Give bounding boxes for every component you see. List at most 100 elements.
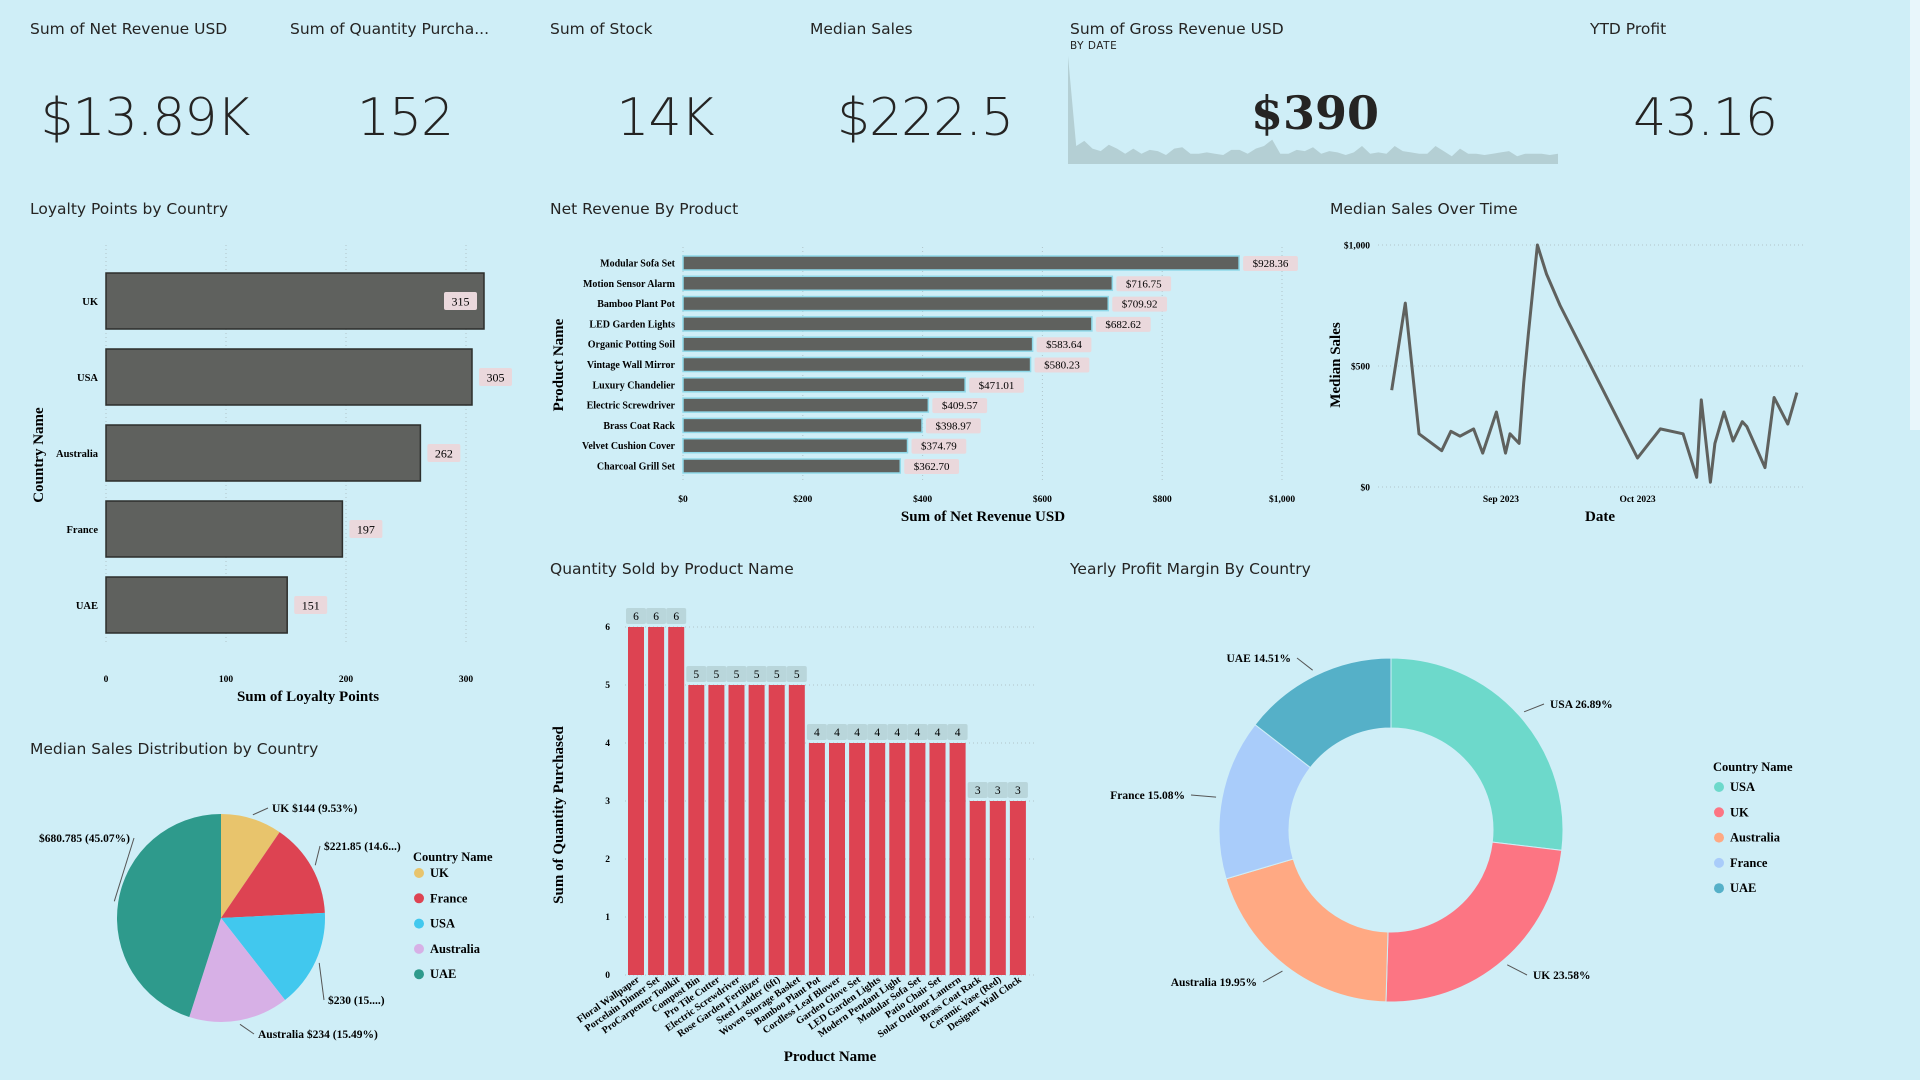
netrev-bar[interactable] [682, 437, 909, 454]
loyalty-bar[interactable] [105, 424, 422, 482]
pie-leader-line [113, 837, 135, 902]
page-scrollbar[interactable] [1910, 0, 1920, 430]
loyalty-label-bg [479, 368, 512, 386]
qty-data-label: 4 [814, 727, 820, 739]
qty-bar[interactable] [788, 685, 805, 975]
qty-bar[interactable] [949, 743, 966, 975]
kpi-median-sales-title: Median Sales [810, 20, 913, 38]
netrev-bar[interactable] [682, 295, 1109, 312]
netrev-category-label: Vintage Wall Mirror [587, 360, 676, 371]
loyalty-bar[interactable] [105, 272, 485, 330]
donut-slice[interactable] [1254, 657, 1392, 769]
pie-legend-label[interactable]: Australia [430, 942, 481, 956]
netrev-bar[interactable] [682, 255, 1240, 271]
qty-bar[interactable] [1009, 801, 1026, 975]
qty-bar[interactable] [989, 801, 1006, 975]
qty-bar[interactable] [748, 685, 765, 975]
qty-data-label: 5 [774, 669, 780, 681]
donut-legend-label[interactable]: UAE [1730, 881, 1756, 895]
pie-legend-label[interactable]: UAE [430, 967, 456, 981]
qty-bar[interactable] [688, 685, 705, 975]
donut-legend-label[interactable]: UK [1730, 805, 1749, 819]
netrev-bar[interactable] [682, 316, 1093, 332]
donut-data-label: UK 23.58% [1533, 970, 1591, 982]
loyalty-label-bg [444, 292, 477, 310]
median-sales-line[interactable] [1390, 243, 1799, 484]
netrev-bar[interactable] [682, 275, 1114, 292]
net-revenue-chart-title: Net Revenue By Product [550, 200, 739, 218]
qty-bar[interactable] [708, 685, 725, 975]
netrev-category-label: Velvet Cushion Cover [582, 441, 676, 452]
median-sales-line-chart: $0 $500 $1,000 Sep 2023 Oct 2023 Date Median S… [1328, 241, 1806, 525]
qty-bar[interactable] [969, 801, 986, 975]
pie-legend-label[interactable]: USA [430, 917, 455, 931]
kpi-stock-title: Sum of Stock [550, 20, 653, 38]
qty-label-bg [887, 724, 908, 740]
pie-legend-marker [414, 893, 424, 904]
netrev-data-label: $471.01 [979, 380, 1015, 392]
qty-data-label: 6 [673, 611, 679, 623]
donut-legend-marker [1714, 832, 1724, 843]
netrev-bar[interactable] [682, 377, 966, 393]
donut-legend-marker [1714, 807, 1724, 818]
donut-data-label: France 15.08% [1110, 790, 1185, 802]
pie-data-label: UK $144 (9.53%) [272, 802, 357, 815]
qty-label-bg [1007, 782, 1028, 798]
loyalty-bar[interactable] [105, 500, 344, 558]
qty-bar[interactable] [929, 743, 946, 975]
netrev-label-bg [1112, 296, 1168, 312]
netrev-bar[interactable] [682, 397, 930, 413]
line-x-tick: Oct 2023 [1619, 495, 1655, 505]
qty-bar[interactable] [889, 743, 906, 975]
qty-data-label: 5 [734, 669, 740, 681]
netrev-bar[interactable] [682, 356, 1032, 373]
pie-slice[interactable] [221, 832, 325, 918]
qty-data-label: 5 [714, 669, 720, 681]
qty-bar[interactable] [849, 743, 866, 975]
netrev-label-bg [1036, 337, 1092, 353]
netrev-label-bg [932, 398, 988, 414]
qty-bar[interactable] [648, 627, 665, 975]
donut-legend-label[interactable]: France [1730, 856, 1768, 870]
qty-label-bg [847, 724, 868, 740]
loyalty-category-label: France [67, 525, 99, 536]
pie-slice[interactable] [116, 814, 221, 1018]
pie-legend-label[interactable]: UK [430, 866, 449, 880]
netrev-bar[interactable] [682, 417, 923, 434]
netrev-label-bg [1095, 316, 1151, 332]
qty-label-bg [827, 724, 847, 740]
netrev-x-tick: $400 [913, 494, 932, 505]
donut-legend-label[interactable]: USA [1730, 780, 1755, 794]
pie-slice[interactable] [221, 912, 325, 1000]
loyalty-bar[interactable] [105, 348, 473, 406]
median-sales-pie-chart: UK $144 (9.53%) $221.85 (14.6...) $230 (15… [39, 802, 493, 1041]
kpi-median-sales-value: $222.5 [837, 88, 1014, 148]
qty-data-label: 4 [935, 727, 941, 739]
pie-slice[interactable] [189, 918, 286, 1022]
pie-slice[interactable] [221, 814, 280, 918]
netrev-y-axis-label: Product Name [551, 318, 567, 411]
loyalty-x-tick: 300 [459, 675, 474, 685]
netrev-category-label: Brass Coat Rack [603, 421, 675, 432]
qty-x-axis-label: Product Name [784, 1049, 877, 1065]
median-pie-title: Median Sales Distribution by Country [30, 740, 319, 758]
qty-bar[interactable] [728, 685, 745, 975]
qty-bar[interactable] [869, 743, 886, 975]
qty-bar[interactable] [909, 743, 926, 975]
qty-bar[interactable] [829, 743, 845, 975]
donut-slice[interactable] [1390, 657, 1564, 851]
donut-legend-label[interactable]: Australia [1730, 831, 1781, 845]
qty-bar[interactable] [668, 627, 685, 975]
netrev-bar[interactable] [682, 336, 1034, 352]
netrev-bar[interactable] [682, 458, 902, 474]
qty-bar[interactable] [768, 685, 785, 975]
loyalty-category-label: USA [77, 373, 98, 384]
qty-y-tick: 0 [605, 971, 610, 981]
qty-data-label: 4 [854, 727, 860, 739]
qty-bar[interactable] [628, 627, 644, 975]
qty-bar[interactable] [808, 743, 825, 975]
donut-slice[interactable] [1385, 841, 1563, 1003]
pie-legend-label[interactable]: France [430, 891, 468, 905]
loyalty-bar[interactable] [105, 576, 288, 634]
netrev-data-label: $709.92 [1122, 299, 1158, 311]
